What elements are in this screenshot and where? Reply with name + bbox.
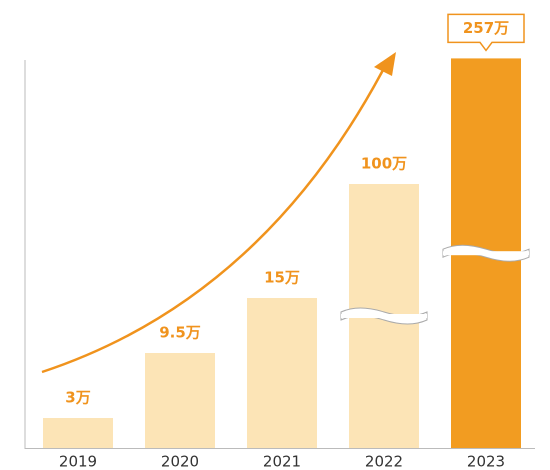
value-label: 257万 xyxy=(463,19,509,37)
x-tick-label: 2022 xyxy=(365,453,403,470)
value-label: 100万 xyxy=(361,155,407,173)
value-label: 3万 xyxy=(65,389,90,407)
axis-break-fill xyxy=(443,251,529,256)
x-tick-label: 2020 xyxy=(161,453,199,470)
x-tick-label: 2019 xyxy=(59,453,97,470)
value-label: 15万 xyxy=(264,269,300,287)
value-label: 9.5万 xyxy=(159,324,201,342)
trend-arrowhead xyxy=(374,52,396,76)
trend-arrow xyxy=(41,69,385,374)
bar xyxy=(145,353,215,448)
bar xyxy=(247,298,317,448)
callout xyxy=(447,13,525,52)
x-tick-label: 2021 xyxy=(263,453,301,470)
bar xyxy=(43,418,113,448)
axis-break-fill xyxy=(341,314,427,318)
x-tick-label: 2023 xyxy=(467,453,505,470)
